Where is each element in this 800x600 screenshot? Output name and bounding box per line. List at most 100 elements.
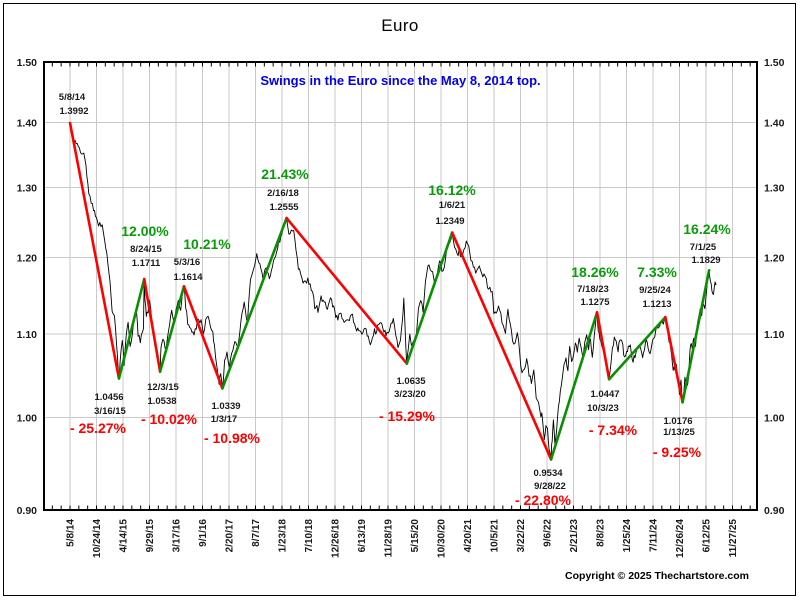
x-axis-label: 1/23/18 [278, 519, 289, 553]
y-axis-label: 1.30 [17, 183, 38, 195]
x-axis-label: 7/11/24 [649, 519, 660, 552]
swing-pct-label: - 15.29% [379, 408, 436, 424]
chart-subtitle: Swings in the Euro since the May 8, 2014… [260, 73, 541, 88]
x-axis-label: 1/25/24 [622, 519, 633, 553]
swing-pct-label: 16.12% [428, 182, 476, 198]
swing-pct-label: - 7.34% [589, 422, 638, 438]
swing-point-label: 1/6/21 [439, 200, 466, 211]
swing-pct-label: 21.43% [261, 166, 309, 182]
x-axis-label: 4/20/21 [463, 519, 474, 553]
x-axis-label: 12/26/24 [675, 519, 686, 558]
x-axis-label: 6/12/25 [702, 519, 713, 553]
x-axis-label: 3/17/16 [172, 519, 183, 553]
swing-point-label: 7/18/23 [577, 284, 609, 295]
swing-point-label: 10/3/23 [587, 403, 619, 414]
swing-point-label: 8/24/15 [130, 244, 162, 255]
chart-title: Euro [381, 16, 419, 35]
y-axis-label: 1.00 [764, 413, 785, 425]
y-axis-label: 1.50 [17, 57, 38, 69]
swing-point-label: 1.0447 [590, 389, 619, 400]
swing-point-label: 1.3992 [59, 106, 88, 117]
swing-line-down [142, 277, 162, 373]
swing-point-label: 1.0456 [94, 392, 123, 403]
swing-pct-label: 7.33% [637, 264, 677, 280]
swing-line-down [595, 311, 611, 381]
swing-point-label: 1/13/25 [663, 427, 695, 438]
y-axis-label: 0.90 [17, 505, 38, 517]
x-axis-label: 10/24/14 [92, 519, 103, 558]
swing-line-up [221, 216, 288, 390]
swing-point-label: 1.1711 [132, 258, 161, 269]
y-axis-label: 1.40 [764, 118, 785, 130]
x-axis-label: 4/14/15 [119, 519, 130, 553]
y-axis-label: 1.50 [764, 57, 785, 69]
swing-point-label: 9/28/22 [534, 481, 566, 492]
swing-line-up [158, 285, 186, 373]
swing-point-label: 9/25/24 [639, 285, 671, 296]
swing-point-label: 3/16/15 [94, 406, 126, 417]
swing-pct-label: - 25.27% [70, 420, 127, 436]
swing-pct-label: 16.24% [683, 221, 731, 237]
plot-frame [43, 61, 758, 511]
swing-line-up [117, 277, 146, 380]
y-axis-label: 1.30 [764, 183, 785, 195]
y-axis-label: 1.40 [17, 118, 38, 130]
swing-line-down [664, 315, 684, 404]
swing-point-label: 0.9534 [533, 468, 563, 479]
swing-point-label: 1.2349 [435, 216, 464, 227]
swing-point-label: 2/16/18 [267, 188, 299, 199]
x-axis-label: 5/15/20 [410, 519, 421, 553]
x-axis-label: 8/8/23 [596, 519, 607, 547]
y-axis-label: 1.10 [764, 329, 785, 341]
x-axis-label: 9/6/22 [543, 519, 554, 547]
swing-point-label: 1.0339 [211, 401, 240, 412]
swing-point-label: 1.0635 [396, 376, 426, 387]
swing-pct-label: - 10.02% [141, 411, 198, 427]
swing-point-label: 3/23/20 [394, 389, 426, 400]
x-axis-label: 7/10/18 [304, 519, 315, 553]
x-axis-label: 6/13/19 [357, 519, 368, 553]
swing-line-up [607, 315, 667, 381]
x-axis-label: 11/28/19 [384, 519, 395, 558]
x-axis-label: 3/22/22 [516, 519, 527, 553]
y-axis-label: 0.90 [764, 505, 785, 517]
swing-pct-label: - 22.80% [515, 492, 572, 508]
swing-point-label: 1.0538 [147, 396, 176, 407]
x-axis-label: 12/26/18 [331, 519, 342, 558]
swing-point-label: 12/3/15 [147, 382, 179, 393]
swing-line-down [182, 285, 224, 390]
swing-line-up [405, 231, 454, 365]
swing-line-down [68, 121, 121, 380]
swing-line-down [450, 231, 553, 461]
x-axis-label: 11/27/25 [728, 519, 739, 558]
swing-point-label: 1.1829 [691, 255, 720, 266]
swing-point-label: 1.1614 [173, 272, 203, 283]
swing-point-label: 1.2555 [269, 202, 299, 213]
swing-pct-label: 10.21% [183, 236, 231, 252]
swing-point-label: 1.1213 [642, 299, 671, 310]
x-axis-label: 5/8/14 [66, 519, 77, 547]
y-axis-label: 1.00 [17, 413, 38, 425]
swing-pct-label: 18.26% [571, 264, 619, 280]
swing-point-label: 1.0176 [663, 416, 692, 427]
y-axis-label: 1.10 [17, 329, 38, 341]
x-axis-label: 10/30/20 [437, 519, 448, 558]
x-axis-label: 2/21/23 [569, 519, 580, 553]
copyright-text: Copyright © 2025 Thechartstore.com [565, 570, 749, 582]
swing-point-label: 7/1/25 [690, 242, 717, 253]
x-axis-label: 9/1/16 [198, 519, 209, 547]
x-axis-label: 2/20/17 [225, 519, 236, 553]
swing-point-label: 5/8/14 [59, 92, 86, 103]
y-axis-label: 1.20 [764, 253, 785, 265]
outer-border [3, 3, 796, 596]
x-axis-label: 9/29/15 [145, 519, 156, 553]
x-axis-label: 10/5/21 [490, 519, 501, 553]
swing-point-label: 1/3/17 [211, 414, 237, 425]
swing-pct-label: - 9.25% [653, 444, 702, 460]
y-axis-label: 1.20 [17, 253, 38, 265]
swing-point-label: 1.1275 [580, 297, 610, 308]
swing-line-up [681, 268, 711, 404]
swing-line-down [285, 216, 409, 365]
